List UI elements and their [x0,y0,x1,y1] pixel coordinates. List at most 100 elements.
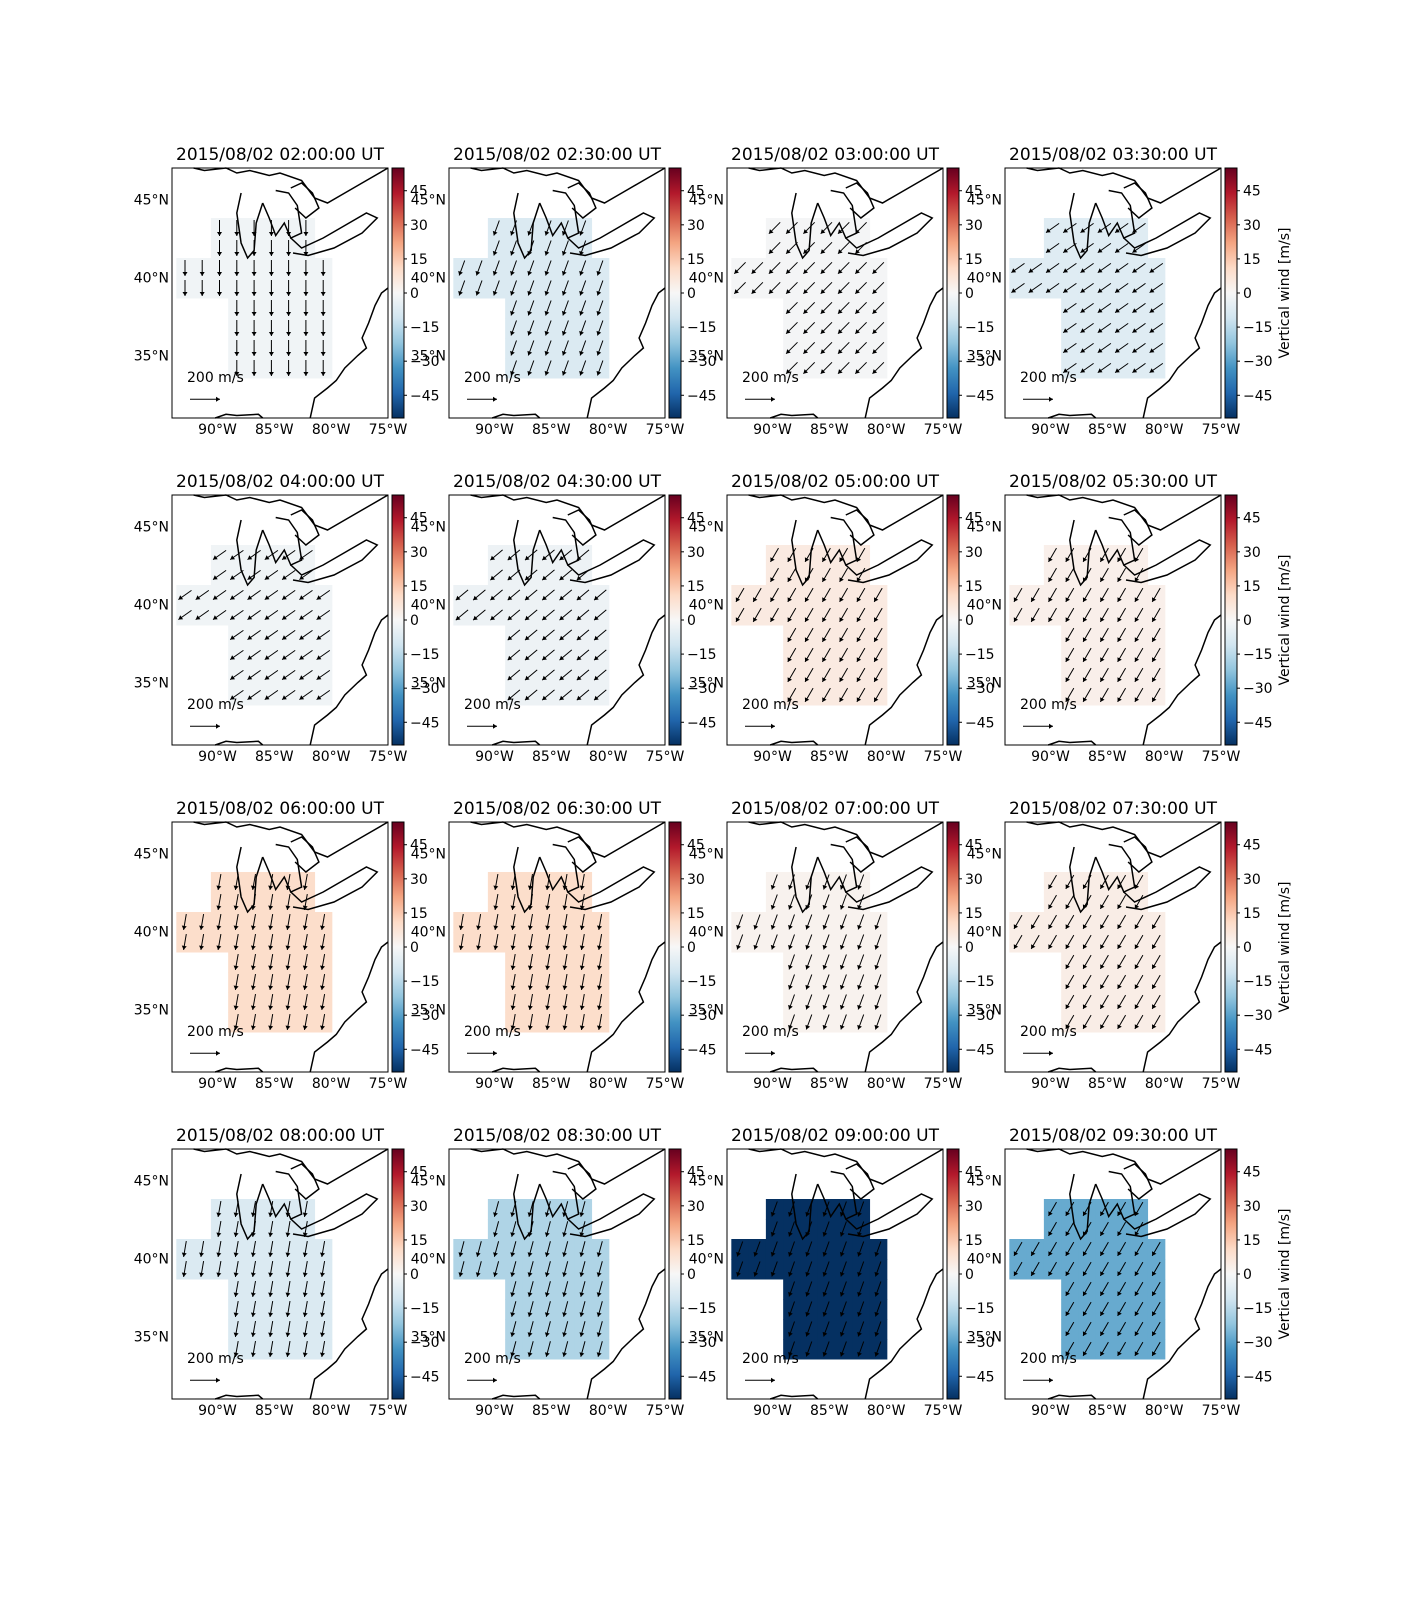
wind-arrowhead [579,1005,585,1010]
coastline [567,182,597,219]
wind-arrowhead [1080,328,1086,333]
wind-arrowhead [874,1271,880,1277]
wind-arrowhead [1100,904,1105,909]
coastline [214,413,264,419]
coastline [309,287,389,419]
wind-arrowhead [493,925,499,930]
wind-arrowhead [316,695,322,700]
wind-arrowhead [234,372,240,376]
coastline [290,509,320,546]
colorbar-tick-label: −15 [410,974,440,990]
wind-arrowhead [1117,1291,1122,1296]
y-tick-label: 35°N [967,349,1002,365]
scale-label: 200 m/s [742,1351,799,1367]
wind-arrowhead [1152,617,1157,622]
wind-arrowhead [838,369,843,374]
wind-arrowhead [596,370,602,376]
wind-arrowhead [527,230,533,236]
wind-arrowhead [527,1272,533,1277]
wind-arrowhead [286,332,292,336]
wind-arrowhead [1063,328,1068,333]
coastline [845,866,934,911]
wind-arrowhead [855,309,860,314]
y-tick-label: 45°N [411,519,446,535]
wind-arrowhead [320,352,326,356]
colorbar-tick-label: −45 [410,715,440,731]
wind-arrowhead [822,1004,828,1010]
x-tick-label: 90°W [1031,1076,1070,1092]
wind-arrowhead [1082,964,1088,969]
panel-title: 2015/08/02 04:30:00 UT [453,472,662,492]
wind-arrowhead [250,1332,256,1337]
scale-arrowhead [1049,723,1053,729]
wind-arrowhead [822,1024,828,1030]
colorbar-tick-label: −15 [965,1301,995,1317]
wind-arrowhead [268,1272,274,1277]
wind-arrowhead [857,984,862,990]
wind-arrowhead [562,965,568,970]
wind-arrowhead [1048,944,1053,949]
wind-arrowhead [822,964,828,970]
colorbar [946,821,960,1073]
wind-arrowhead [1152,1004,1157,1009]
wind-arrowhead [562,1312,567,1317]
scale-label: 200 m/s [187,370,244,386]
wind-arrowhead [286,352,292,356]
colorbar-tick-label: −15 [965,320,995,336]
wind-arrowhead [510,985,516,990]
x-tick-label: 85°W [255,749,294,765]
wind-arrowhead [1100,1351,1105,1356]
colorbar-tick-label: −45 [1243,1042,1273,1058]
wind-arrowhead [804,597,810,602]
panel: 2015/08/02 07:00:00 UT 200 m/s 90°W 85°W 80°… [689,799,995,1092]
wind-arrowhead [250,925,256,930]
wind-arrowhead [579,310,584,316]
wind-arrowhead [510,370,515,376]
wind-arrowhead [475,270,481,276]
wind-arrowhead [1100,1004,1105,1009]
wind-arrowhead [250,905,256,910]
wind-arrowhead [250,1252,256,1257]
wind-arrowhead [770,924,776,930]
wind-arrowhead [510,965,516,970]
colorbar-tick-label: 30 [687,218,705,234]
wind-arrowhead [597,965,602,970]
panel-title: 2015/08/02 03:00:00 UT [731,145,940,165]
colorbar-tick-label: −30 [1243,1335,1273,1351]
wind-arrowhead [805,984,811,990]
x-tick-label: 85°W [810,422,849,438]
y-tick-label: 35°N [411,1330,446,1346]
wind-arrowhead [1115,308,1120,313]
x-tick-label: 80°W [1145,1076,1184,1092]
panel: 2015/08/02 09:00:00 UT 200 m/s 90°W 85°W 80°… [689,1126,995,1419]
wind-arrowhead [856,637,862,642]
wind-arrowhead [1097,288,1103,293]
y-tick-label: 40°N [967,1251,1002,1267]
wind-arrowhead [1117,597,1122,602]
wind-arrowhead [822,577,827,582]
wind-arrowhead [805,904,811,910]
wind-arrowhead [1100,597,1105,602]
colorbar-tick-label: 15 [1243,252,1261,268]
wind-arrowhead [544,350,550,356]
wind-arrowhead [753,597,758,602]
wind-arrowhead [1097,248,1103,253]
wind-arrowhead [770,617,775,622]
wind-arrowhead [1065,697,1070,702]
wind-arrowhead [770,557,775,562]
wind-arrowhead [579,230,584,236]
wind-arrowhead [839,577,844,582]
wind-arrowhead [561,290,567,296]
coastline [491,1067,541,1073]
wind-arrowhead [804,617,810,622]
wind-arrowhead [803,329,808,334]
axes-frame [171,494,389,746]
wind-arrowhead [768,289,774,294]
wind-arrowhead [250,1005,256,1010]
y-tick-label: 45°N [134,1173,169,1189]
y-tick-label: 40°N [689,270,724,286]
wind-arrowhead [251,232,257,236]
wind-arrowhead [268,252,274,256]
y-tick-label: 45°N [689,192,724,208]
wind-arrowhead [788,1251,793,1257]
